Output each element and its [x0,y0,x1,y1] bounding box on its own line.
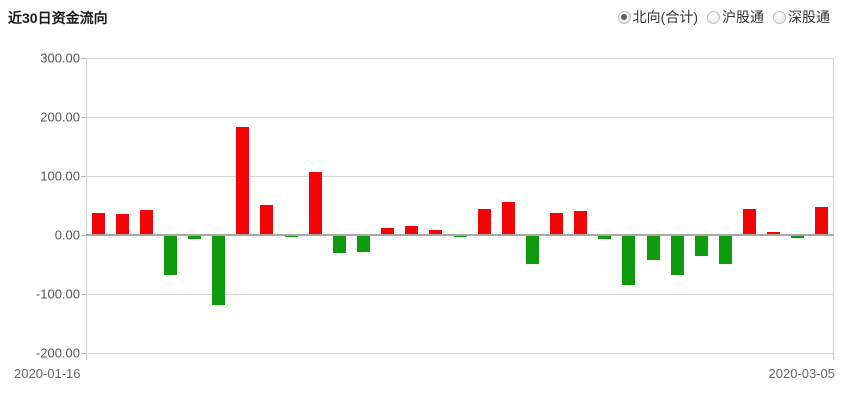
bar[interactable] [405,225,419,235]
y-axis-tick-label: 0.00 [54,227,80,243]
bar[interactable] [284,235,298,237]
bar[interactable] [188,235,202,240]
bar[interactable] [743,209,757,235]
bar[interactable] [718,235,732,264]
gridline [86,353,834,354]
y-axis-tick-label: 100.00 [40,168,80,184]
bar[interactable] [670,235,684,275]
bar[interactable] [501,201,515,235]
gridline [86,176,834,177]
bar[interactable] [91,212,105,235]
bar[interactable] [646,235,660,261]
bar[interactable] [815,206,829,235]
radio-dot-icon[interactable] [707,10,720,24]
bar[interactable] [308,171,322,235]
bar[interactable] [332,235,346,253]
series-selector-radio-group[interactable]: 北向(合计) 沪股通 深股通 [617,7,830,27]
bar[interactable] [767,232,781,235]
y-axis-tick-mark [81,235,86,236]
zero-baseline [86,234,834,236]
x-axis-tick-mark [86,353,87,360]
bar[interactable] [260,204,274,235]
bar[interactable] [598,235,612,239]
bar[interactable] [163,235,177,276]
bar[interactable] [429,230,443,235]
bar[interactable] [139,210,153,235]
bar[interactable] [525,235,539,264]
x-axis-label-start: 2020-01-16 [14,366,81,381]
plot-area [86,58,834,354]
y-axis-tick-mark [81,176,86,177]
radio-shenzhen-connect[interactable]: 深股通 [773,7,830,27]
radio-label: 深股通 [788,9,830,25]
bar[interactable] [453,235,467,237]
x-axis-tick-mark [833,353,834,360]
radio-northbound-total[interactable]: 北向(合计) [617,7,698,27]
radio-dot-icon[interactable] [773,10,786,24]
y-axis-tick-label: 200.00 [40,109,80,125]
x-axis-labels: 2020-01-16 2020-03-05 [0,366,844,386]
radio-dot-icon[interactable] [617,10,631,24]
bar[interactable] [115,213,129,235]
bar[interactable] [212,235,226,305]
bar[interactable] [550,213,564,235]
y-axis-tick-mark [81,353,86,354]
y-axis-tick-mark [81,294,86,295]
y-axis-labels: 300.00 200.00 100.00 0.00 -100.00 -200.00 [0,0,80,400]
bar[interactable] [381,227,395,235]
y-axis-tick-label: -200.00 [35,345,80,361]
bar[interactable] [791,235,805,238]
plot-right-border [833,58,834,353]
bar[interactable] [694,235,708,257]
gridline [86,294,834,295]
gridline [86,117,834,118]
bar[interactable] [236,127,250,235]
page-title: 近30日资金流向 [8,10,108,26]
bar[interactable] [622,235,636,286]
x-axis-label-end: 2020-03-05 [768,366,836,381]
bar[interactable] [477,209,491,235]
y-axis-tick-label: -100.00 [35,286,80,302]
radio-label: 沪股通 [722,9,764,25]
y-axis-tick-label: 300.00 [40,50,80,66]
y-axis-tick-mark [81,117,86,118]
y-axis-tick-mark [81,58,86,59]
bar[interactable] [574,210,588,235]
gridline [86,58,834,59]
radio-label: 北向(合计) [632,9,698,25]
plot-left-border [86,58,87,353]
radio-shanghai-connect[interactable]: 沪股通 [707,7,764,27]
bar[interactable] [356,235,370,252]
